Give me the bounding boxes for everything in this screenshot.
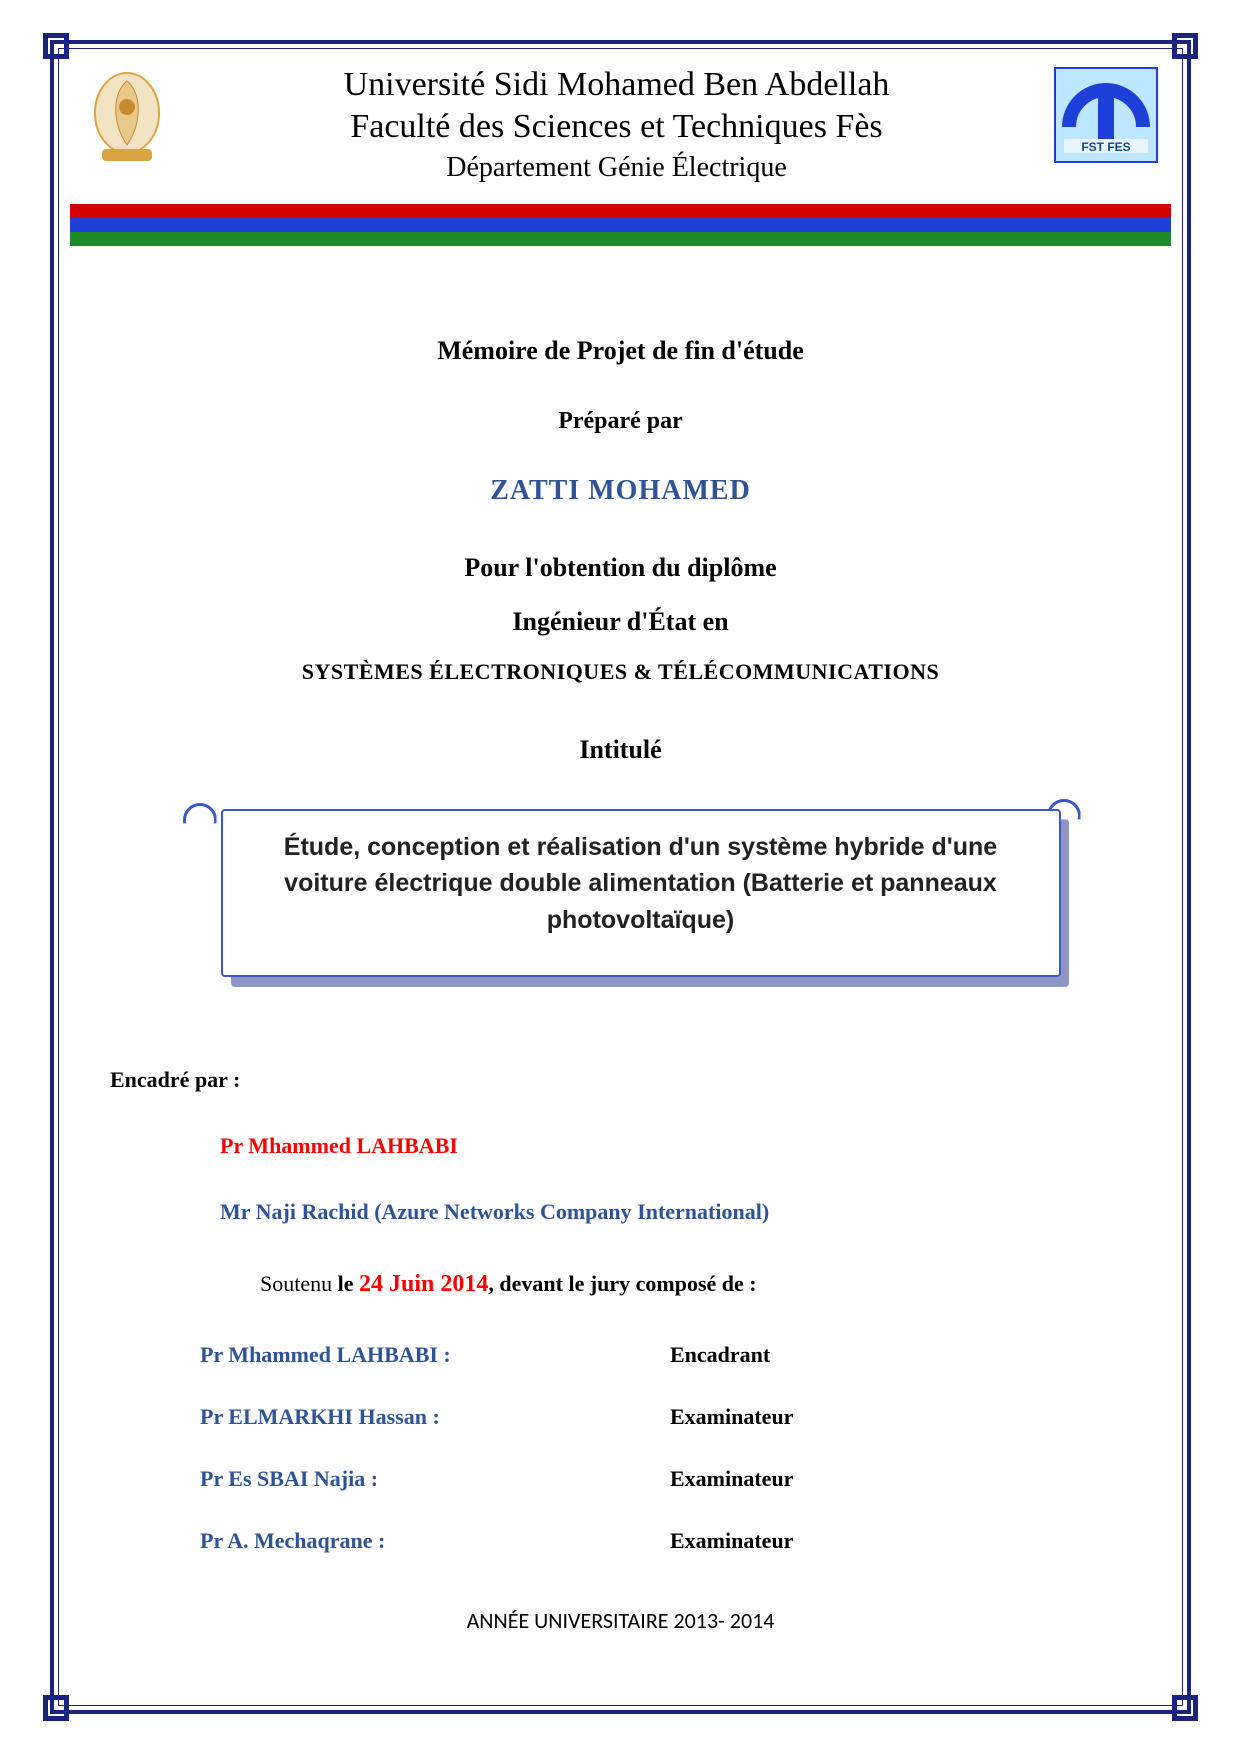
jury-member-role: Examinateur (670, 1404, 793, 1430)
page: Université Sidi Mohamed Ben Abdellah Fac… (0, 0, 1241, 1754)
fst-fes-logo-icon: FST FES (1051, 60, 1161, 170)
defense-suffix: , devant le jury composé de : (488, 1271, 756, 1296)
jury-member-name: Pr ELMARKHI Hassan : (200, 1404, 670, 1430)
jury-member-name: Pr A. Mechaqrane : (200, 1528, 670, 1554)
scroll-curl-icon (183, 803, 217, 837)
jury-row: Pr Mhammed LAHBABI :Encadrant (200, 1342, 1131, 1368)
supervision-block: Encadré par : Pr Mhammed LAHBABI Mr Naji … (70, 1067, 1171, 1554)
memoire-label: Mémoire de Projet de fin d'étude (70, 336, 1171, 366)
university-name: Université Sidi Mohamed Ben Abdellah (182, 66, 1051, 104)
supervisors-list: Pr Mhammed LAHBABI Mr Naji Rachid (Azure … (110, 1133, 1131, 1225)
prepare-label: Préparé par (70, 408, 1171, 435)
header: Université Sidi Mohamed Ben Abdellah Fac… (70, 60, 1171, 184)
jury-row: Pr ELMARKHI Hassan :Examinateur (200, 1404, 1131, 1430)
jury-member-name: Pr Es SBAI Najia : (200, 1466, 670, 1492)
usmba-logo-icon (72, 60, 182, 170)
jury-row: Pr Es SBAI Najia :Examinateur (200, 1466, 1131, 1492)
jury-member-role: Examinateur (670, 1528, 793, 1554)
project-title: Étude, conception et réalisation d'un sy… (221, 809, 1061, 977)
jury-member-name: Pr Mhammed LAHBABI : (200, 1342, 670, 1368)
degree-label: Ingénieur d'État en (70, 607, 1171, 637)
jury-member-role: Examinateur (670, 1466, 793, 1492)
header-stripes (70, 204, 1171, 246)
faculty-name: Faculté des Sciences et Techniques Fès (182, 108, 1051, 146)
jury-member-role: Encadrant (670, 1342, 770, 1368)
academic-year: ANNÉE UNIVERSITAIRE 2013- 2014 (70, 1607, 1171, 1634)
fst-caption: FST FES (1081, 140, 1130, 154)
supervised-by-label: Encadré par : (110, 1067, 1131, 1093)
jury-list: Pr Mhammed LAHBABI :Encadrant Pr ELMARKHI… (110, 1342, 1131, 1554)
defense-le: le (338, 1271, 359, 1296)
intitule-label: Intitulé (70, 735, 1171, 765)
defense-date: 24 Juin 2014 (359, 1271, 488, 1297)
stripe-blue (70, 218, 1171, 232)
stripe-red (70, 204, 1171, 218)
author-name: ZATTI MOHAMED (70, 475, 1171, 507)
jury-row: Pr A. Mechaqrane :Examinateur (200, 1528, 1131, 1554)
speciality-label: SYSTÈMES ÉLECTRONIQUES & TÉLÉCOMMUNICATI… (70, 659, 1171, 685)
content-area: Université Sidi Mohamed Ben Abdellah Fac… (70, 60, 1171, 1694)
defense-line: Soutenu le 24 Juin 2014, devant le jury … (110, 1271, 1131, 1298)
department-name: Département Génie Électrique (182, 152, 1051, 184)
supervisor-item: Pr Mhammed LAHBABI (110, 1133, 1131, 1159)
diploma-label: Pour l'obtention du diplôme (70, 553, 1171, 583)
stripe-green (70, 232, 1171, 246)
header-titles: Université Sidi Mohamed Ben Abdellah Fac… (182, 60, 1051, 184)
title-scroll: Étude, conception et réalisation d'un sy… (181, 809, 1061, 977)
defense-prefix: Soutenu (260, 1271, 338, 1296)
supervisor-item: Mr Naji Rachid (Azure Networks Company I… (110, 1199, 1131, 1225)
